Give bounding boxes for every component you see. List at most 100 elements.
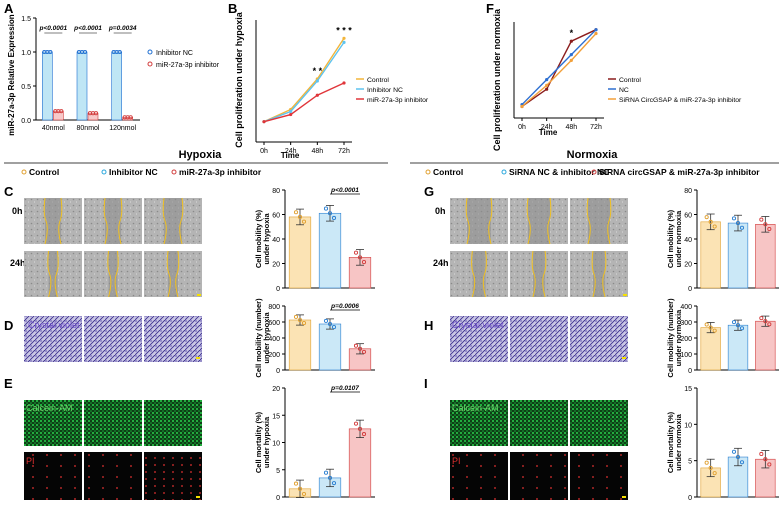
data-point [361, 349, 367, 354]
image-label: Crystal violet [28, 320, 80, 330]
bar [348, 428, 372, 498]
p-value: p=0.0034 [108, 25, 137, 32]
wound-edge [586, 197, 591, 245]
x-tick-label: 0h [518, 124, 526, 131]
y-tick-label: 1.0 [21, 50, 31, 57]
y-axis-label-line2: under normoxia [674, 309, 683, 367]
calcein-image [144, 400, 202, 446]
x-tick-label: 120nmol [109, 125, 136, 132]
data-point [262, 120, 266, 124]
panel-letter: F [486, 1, 494, 16]
legend-label: SiRNA NC & inhibitor NC [509, 167, 609, 177]
data-point [315, 79, 319, 83]
chart-f: 0h 24h 48h 72h * Control NC SiRNA CircGSAP & mi… [513, 22, 742, 131]
panel-b: B Cell proliferation under hypoxia 0h 24h… [228, 1, 429, 160]
series-line [263, 41, 345, 123]
y-tick-label: 10 [684, 422, 692, 429]
bar [288, 319, 312, 371]
x-tick-label: 40nmol [42, 125, 65, 132]
crystal-violet-image [84, 316, 142, 362]
image-label-pi: PI [452, 456, 461, 466]
normoxia-section: Normoxia Control SiRNA NC & inhibitor NCS… [410, 149, 779, 502]
wound-edge [114, 250, 119, 298]
data-point [712, 471, 717, 476]
data-point [93, 111, 99, 116]
legend-label: Control [619, 77, 641, 84]
data-point [342, 81, 346, 85]
data-point [569, 53, 573, 57]
data-point [117, 49, 122, 55]
data-point [767, 462, 772, 467]
legend-label: miR-27a-3p inhibitor [156, 62, 220, 69]
panel-a: A miR-27a-3p Relative Expression 0.0 0.5 1… [4, 1, 220, 136]
y-axis-label-line2: under normoxia [674, 413, 683, 471]
data-point [293, 210, 299, 215]
section-header: Hypoxia [179, 149, 223, 161]
y-tick-label: 40 [684, 237, 692, 244]
data-point [739, 460, 745, 465]
data-point [569, 39, 573, 43]
calcein-image [450, 400, 508, 446]
y-axis-label-line2: under hypoxia [262, 416, 271, 468]
legend-label: Inhibitor NC [367, 87, 403, 94]
image-label-pi: PI [26, 456, 35, 466]
y-tick-label: 15 [684, 386, 692, 393]
y-tick-label: 80 [684, 188, 692, 195]
y-tick-label: 0 [276, 495, 280, 502]
data-point [594, 28, 598, 32]
wound-edge [531, 250, 536, 298]
chart-g: 0 20 40 60 80 Cell mobility (%) under normoxia [666, 188, 779, 293]
wound-edge [175, 250, 180, 298]
data-point [301, 492, 307, 497]
legend-label: Control [29, 167, 59, 177]
wound-edge [602, 250, 607, 298]
data-point [594, 31, 598, 36]
y-tick-label: 200 [680, 336, 692, 343]
row-label-24h: 24h [10, 258, 26, 268]
calcein-image [510, 400, 568, 446]
y-axis-label-line2: under hypoxia [262, 312, 271, 364]
bar [53, 110, 64, 121]
row-label-24h: 24h [433, 258, 449, 268]
legend-marker [425, 169, 431, 175]
legend-marker [147, 61, 153, 67]
y-tick-label: 5 [276, 468, 280, 475]
wound-gap [472, 251, 486, 297]
y-axis-label: Cell proliferation under normoxia [492, 8, 502, 151]
wound-edge [118, 197, 123, 245]
data-point [731, 320, 737, 325]
y-tick-label: 20 [272, 386, 280, 393]
legend-marker [21, 169, 27, 175]
wound-gap [588, 198, 610, 244]
data-point [315, 93, 319, 97]
image-label-calcein: Calcein-AM [452, 403, 499, 413]
wound-edge [166, 250, 171, 298]
x-tick-label: 24h [541, 124, 553, 131]
wound-gap [467, 198, 491, 244]
data-point [569, 58, 573, 63]
data-point [353, 421, 359, 426]
crystal-violet-image [144, 316, 202, 362]
y-tick-label: 0.5 [21, 84, 31, 91]
wound-edge [107, 250, 112, 298]
x-tick-label: 80nmol [77, 125, 100, 132]
y-axis-label: Cell mobility (%) [666, 209, 675, 268]
data-point [301, 321, 307, 326]
legend-marker [147, 49, 153, 55]
data-point [327, 321, 333, 327]
x-tick-label: 48h [565, 124, 577, 131]
image-label: Crystal violet [452, 320, 504, 330]
wound-edge [43, 197, 48, 245]
chart-b: 0h 24h 48h 72h * * * * * Control Inhibitor NC mi… [255, 20, 429, 155]
panel-letter: H [424, 318, 433, 333]
data-point [735, 323, 741, 328]
data-point [357, 426, 363, 431]
data-point [545, 87, 549, 91]
bar [700, 327, 721, 371]
wound-edge [162, 197, 167, 245]
series-line [521, 29, 597, 108]
data-point [353, 343, 359, 348]
data-point [767, 322, 772, 327]
data-point [708, 325, 713, 330]
section-header: Normoxia [567, 149, 619, 161]
